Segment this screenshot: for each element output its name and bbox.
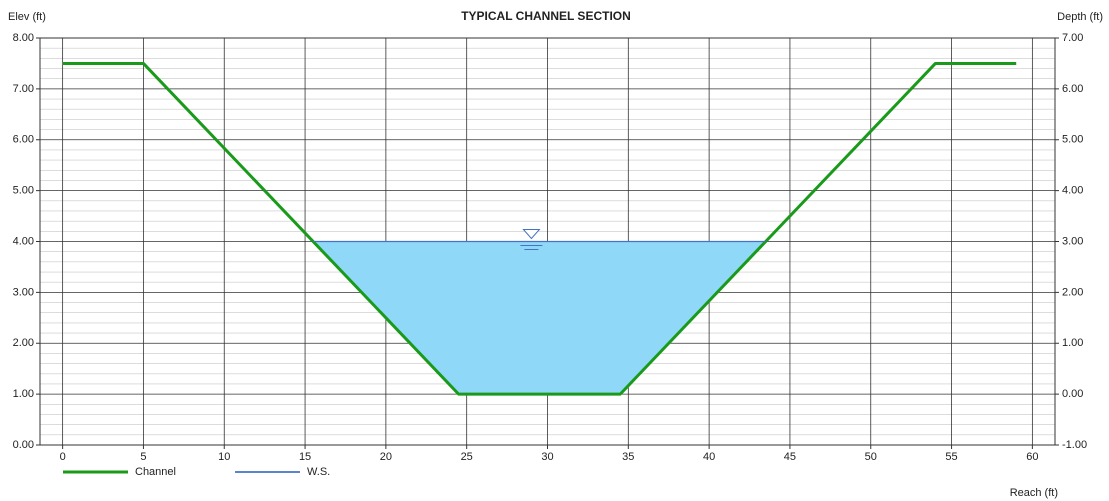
x-tick-label: 35 [622,451,634,463]
series-line [62,61,1017,396]
y-tick-label: 3.00 [13,286,34,298]
legend-label: Channel [135,466,176,478]
x-tick-label: 55 [945,451,957,463]
chart-title: TYPICAL CHANNEL SECTION [461,9,631,23]
plot-border [39,37,1056,446]
y-tick-label: 5.00 [13,185,34,197]
y-tick-label: 1.00 [13,388,34,400]
x-tick-label: 0 [60,451,66,463]
x-tick-label: 30 [541,451,553,463]
x-tick-label: 5 [140,451,146,463]
y2-tick-label: 1.00 [1062,337,1083,349]
y-tick-label: 8.00 [13,32,34,44]
x-tick-label: 45 [784,451,796,463]
y-tick-label: 0.00 [13,439,34,451]
x-tick-label: 10 [218,451,230,463]
y2-tick-label: 4.00 [1062,185,1083,197]
legend-label: W.S. [307,466,330,478]
y-tick-label: 4.00 [13,235,34,247]
y2-tick-label: -1.00 [1062,439,1087,451]
y2-axis-label: Depth (ft) [1057,11,1103,23]
y2-tick-label: 6.00 [1062,83,1083,95]
x-tick-label: 20 [380,451,392,463]
y2-tick-label: 2.00 [1062,286,1083,298]
y-tick-label: 6.00 [13,134,34,146]
y2-tick-label: 7.00 [1062,32,1083,44]
water-symbol [522,229,541,240]
x-tick-label: 15 [299,451,311,463]
y2-tick-label: 3.00 [1062,235,1083,247]
x-tick-label: 25 [461,451,473,463]
x-axis-label: Reach (ft) [1010,487,1058,499]
y-tick-label: 2.00 [13,337,34,349]
y2-tick-label: 0.00 [1062,388,1083,400]
x-tick-label: 50 [865,451,877,463]
y-tick-label: 7.00 [13,83,34,95]
x-tick-label: 40 [703,451,715,463]
y2-tick-label: 5.00 [1062,134,1083,146]
x-tick-label: 60 [1026,451,1038,463]
water-area [313,241,766,395]
y-axis-label: Elev (ft) [8,11,46,23]
